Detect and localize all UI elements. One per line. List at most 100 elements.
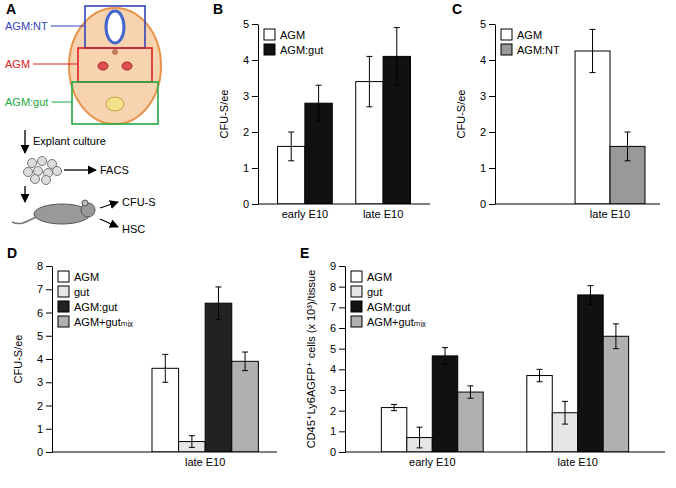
y-tick: 7 <box>37 283 52 295</box>
axis-line <box>52 267 53 453</box>
y-tick: 4 <box>330 363 345 375</box>
tick-mark <box>489 204 495 205</box>
axis-line <box>345 452 665 453</box>
y-tick: 8 <box>37 260 52 272</box>
tick-mark <box>46 429 52 430</box>
x-tick: late E10 <box>558 456 598 468</box>
error-bar <box>537 369 543 381</box>
tick-mark <box>252 24 258 25</box>
step-label: FACS <box>100 164 129 176</box>
error-line <box>627 132 628 161</box>
tick-label: 1 <box>330 425 336 437</box>
y-tick: 7 <box>330 301 345 313</box>
tick-mark <box>489 168 495 169</box>
bar <box>527 376 552 452</box>
figure: AAGM:NTAGMAGM:gutExplant cultureFACSCFU-… <box>0 0 676 488</box>
error-bar <box>587 286 593 305</box>
tick-label: 0 <box>37 446 43 458</box>
error-cap <box>613 348 619 349</box>
error-cap <box>587 304 593 305</box>
tick-label: 9 <box>330 260 336 272</box>
tick-label: 6 <box>37 307 43 319</box>
tick-label: 2 <box>37 400 43 412</box>
tick-label: 3 <box>243 90 249 102</box>
tick-mark <box>489 24 495 25</box>
tick-label: 3 <box>330 384 336 396</box>
error-cap <box>366 56 372 57</box>
arrow <box>24 186 25 202</box>
tick-mark <box>46 406 52 407</box>
legend-item: AGM <box>58 271 99 283</box>
region-label: AGM:gut <box>5 96 48 108</box>
tick-label: 7 <box>37 283 43 295</box>
tick-mark <box>339 411 345 412</box>
y-tick: 4 <box>37 353 52 365</box>
gut <box>106 97 124 111</box>
bar <box>432 356 457 452</box>
region-box <box>72 82 158 124</box>
error-bar <box>366 56 372 106</box>
error-cap <box>625 132 631 133</box>
tick-label: 2 <box>243 126 249 138</box>
y-tick: 0 <box>243 198 258 210</box>
y-tick: 3 <box>480 90 495 102</box>
error-bar <box>613 324 619 349</box>
x-tick: early E10 <box>282 208 328 220</box>
axis-title: CFU-S/ee <box>12 335 24 384</box>
error-line <box>445 348 446 365</box>
tick-label: early E10 <box>282 208 328 220</box>
tick-label: 4 <box>243 54 249 66</box>
plot-area <box>152 287 258 452</box>
error-bar <box>391 404 397 410</box>
chart: AGMAGM:NT012345late E10CFU-S/ee <box>455 18 660 220</box>
legend-swatch <box>58 286 69 297</box>
legend-label: AGM:NT <box>517 44 560 56</box>
error-bar <box>417 427 423 448</box>
error-bar <box>162 354 168 382</box>
legend: AGM AGM:gut <box>264 29 323 56</box>
legend-label: AGM+gutₘᵢₓ <box>367 316 426 328</box>
error-cap <box>242 370 248 371</box>
y-tick: 4 <box>480 54 495 66</box>
y-tick: 2 <box>330 405 345 417</box>
legend-label: gut <box>74 286 89 298</box>
bar <box>232 361 259 452</box>
error-bar <box>590 29 596 72</box>
x-tick: late E10 <box>363 208 403 220</box>
legend-item: AGM:gut <box>351 301 410 313</box>
legend-item: AGM <box>264 29 305 41</box>
legend-label: AGM <box>74 271 99 283</box>
legend-item: gut <box>351 286 382 298</box>
error-bar <box>215 287 221 320</box>
legend-swatch <box>501 44 512 55</box>
legend-swatch <box>58 271 69 282</box>
tick-mark <box>339 266 345 267</box>
x-tick: late E10 <box>590 208 630 220</box>
tick-label: 1 <box>243 162 249 174</box>
tick-label: 5 <box>243 18 249 30</box>
bar <box>381 408 406 452</box>
legend-item: AGM <box>351 271 392 283</box>
tick-mark <box>489 60 495 61</box>
y-axis: 0123456789 <box>330 260 346 458</box>
panel-letter: C <box>452 1 462 17</box>
error-line <box>470 386 471 398</box>
tick-label: 5 <box>480 18 486 30</box>
tick-mark <box>46 313 52 314</box>
legend-item: AGM:gut <box>264 44 323 56</box>
legend-item: AGM:gut <box>58 301 117 313</box>
neural-tube <box>106 11 124 43</box>
tick-label: 8 <box>37 260 43 272</box>
region-box <box>78 48 152 82</box>
error-bar <box>189 436 195 448</box>
error-cap <box>394 85 400 86</box>
tick-label: 6 <box>330 322 336 334</box>
legend: AGMgutAGM:gutAGM+gutₘᵢₓ <box>58 271 133 328</box>
y-tick: 1 <box>330 425 345 437</box>
step-label: CFU-S <box>122 196 156 208</box>
bar <box>603 336 628 452</box>
legend-item: AGM+gutₘᵢₓ <box>351 316 426 328</box>
error-bar <box>442 348 448 365</box>
error-bar <box>467 386 473 398</box>
x-axis: late E10 <box>185 456 225 468</box>
